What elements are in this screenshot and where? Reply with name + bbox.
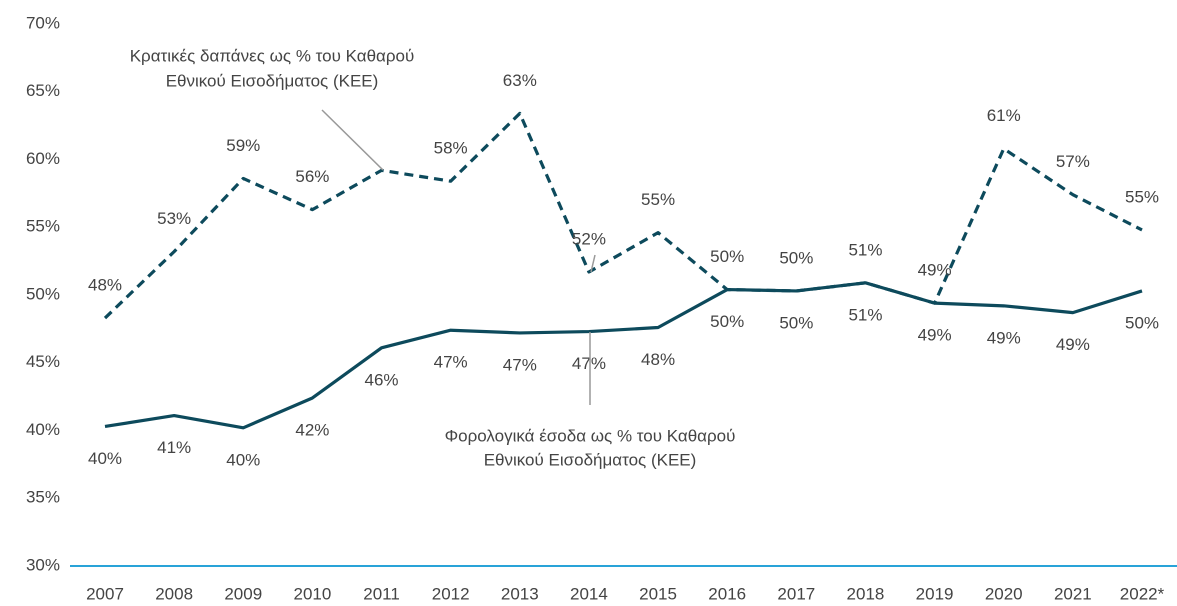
x-tick-label: 2014 (570, 584, 608, 603)
data-label: 49% (987, 328, 1021, 347)
data-label: 41% (157, 438, 191, 457)
x-tick-label: 2017 (777, 584, 815, 603)
series-line (103, 111, 1143, 320)
data-label: 58% (434, 139, 468, 158)
y-tick-label: 50% (26, 284, 60, 303)
data-label: 49% (918, 326, 952, 345)
x-tick-label: 2009 (224, 584, 262, 603)
data-label: 47% (572, 354, 606, 373)
x-tick-label: 2007 (86, 584, 124, 603)
data-label: 57% (1056, 152, 1090, 171)
data-label: 50% (779, 313, 813, 332)
y-tick-label: 40% (26, 420, 60, 439)
series-annotation: Εθνικού Εισοδήματος (ΚΕΕ) (166, 71, 379, 90)
x-tick-label: 2020 (985, 584, 1023, 603)
x-tick-label: 2018 (847, 584, 885, 603)
data-label: 50% (779, 248, 813, 267)
x-tick-label: 2019 (916, 584, 954, 603)
y-tick-label: 70% (26, 13, 60, 32)
series-line (104, 281, 1143, 430)
data-label: 55% (1125, 187, 1159, 206)
x-tick-label: 2012 (432, 584, 470, 603)
x-tick-label: 2016 (708, 584, 746, 603)
y-tick-label: 45% (26, 352, 60, 371)
annotation-leader (321, 109, 384, 171)
data-label: 49% (1056, 335, 1090, 354)
x-tick-label: 2011 (363, 584, 400, 603)
data-label: 47% (434, 353, 468, 372)
x-tick-label: 2015 (639, 584, 677, 603)
data-label: 61% (987, 106, 1021, 125)
series-annotation: Φορολογικά έσοδα ως % του Καθαρού (445, 426, 736, 445)
data-label: 53% (157, 209, 191, 228)
data-label: 50% (710, 312, 744, 331)
x-tick-label: 2022* (1120, 584, 1165, 603)
y-tick-label: 35% (26, 488, 60, 507)
data-label: 51% (848, 240, 882, 259)
data-label: 55% (641, 190, 675, 209)
data-label: 48% (641, 350, 675, 369)
data-label: 40% (226, 450, 260, 469)
data-label: 47% (503, 355, 537, 374)
series-annotation: Εθνικού Εισοδήματος (ΚΕΕ) (484, 450, 697, 469)
data-label: 49% (918, 261, 952, 280)
x-tick-label: 2008 (155, 584, 193, 603)
x-tick-label: 2013 (501, 584, 539, 603)
series-annotation: Κρατικές δαπάνες ως % του Καθαρού (130, 46, 415, 65)
data-label: 52% (572, 229, 606, 248)
x-tick-label: 2021 (1054, 584, 1092, 603)
data-label: 59% (226, 136, 260, 155)
data-label: 63% (503, 71, 537, 90)
data-label: 48% (88, 276, 122, 295)
data-label: 50% (710, 247, 744, 266)
y-tick-label: 60% (26, 149, 60, 168)
data-label: 40% (88, 449, 122, 468)
y-tick-label: 55% (26, 217, 60, 236)
data-label: 51% (848, 305, 882, 324)
y-tick-label: 30% (26, 555, 60, 574)
data-label: 50% (1125, 313, 1159, 332)
y-tick-label: 65% (26, 81, 60, 100)
x-tick-label: 2010 (293, 584, 331, 603)
data-label: 56% (295, 167, 329, 186)
data-label: 42% (295, 420, 329, 439)
data-label: 46% (365, 370, 399, 389)
annotation-leader (590, 254, 596, 273)
